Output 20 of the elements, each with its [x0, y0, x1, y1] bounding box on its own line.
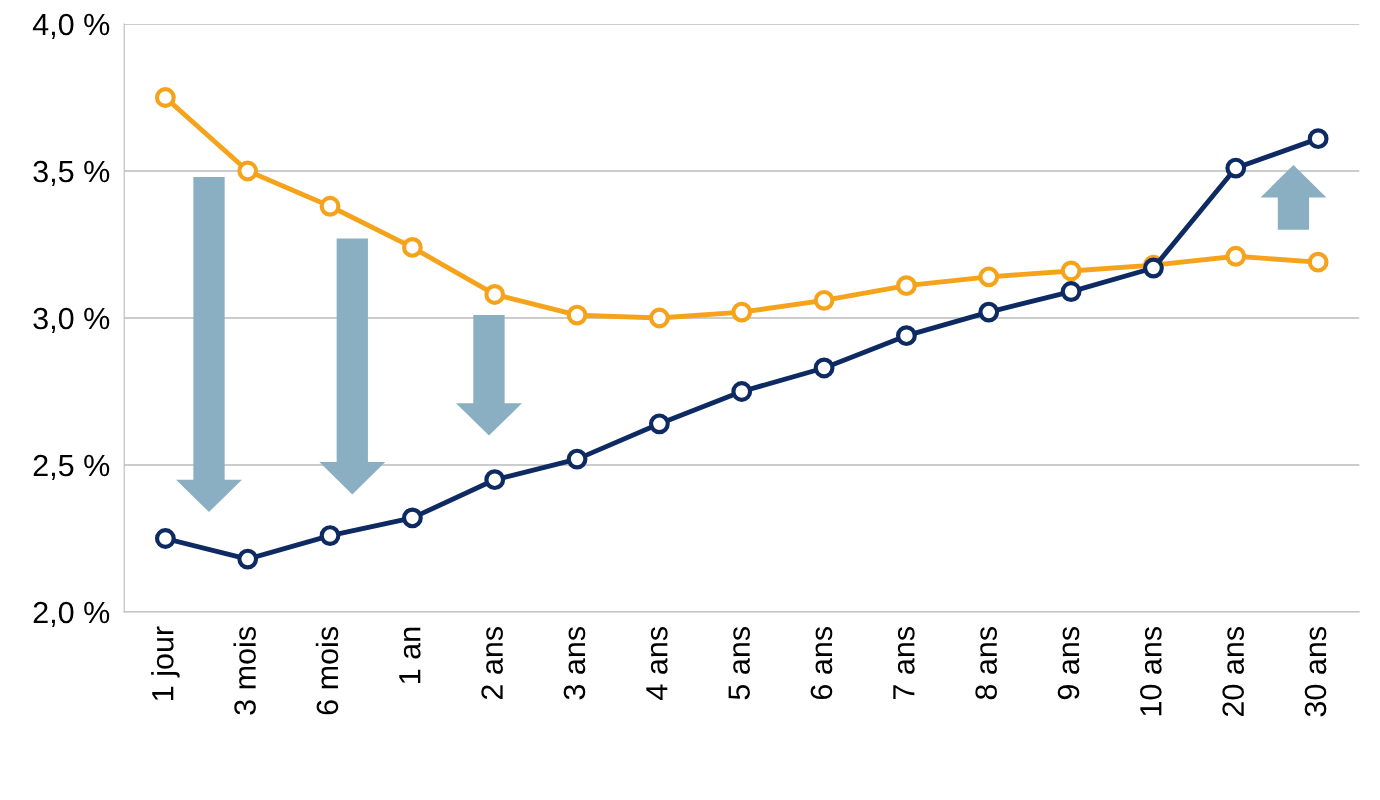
y-tick-label: 3,5 % [33, 160, 110, 186]
x-tick-label: 1 jour [151, 626, 180, 700]
x-tick-label: 8 ans [975, 626, 997, 700]
y-tick-label: 2,5 % [33, 454, 110, 480]
x-tick-label: 10 ans [1140, 626, 1162, 716]
x-tick-label: 5 ans [728, 626, 750, 700]
x-tick-label: 20 ans [1222, 626, 1244, 717]
y-tick-label: 4,0 % [32, 13, 110, 39]
x-tick-label: 3 ans [563, 626, 586, 700]
x-tick-label: 2 ans [481, 626, 503, 700]
x-tick-label: 6 ans [810, 626, 833, 700]
x-tick-label: 4 ans [646, 626, 668, 700]
x-tick-label: 9 ans [1057, 626, 1080, 700]
y-tick-label: 3,0 % [33, 307, 110, 333]
x-tick-label: 3 mois [233, 626, 256, 715]
x-tick-label: 6 mois [315, 626, 339, 715]
y-tick-label: 2,0 % [33, 601, 110, 627]
x-tick-label: 30 ans [1304, 626, 1327, 717]
x-tick-label: 7 ans [893, 626, 915, 700]
x-tick-label: 1 an [399, 627, 421, 684]
